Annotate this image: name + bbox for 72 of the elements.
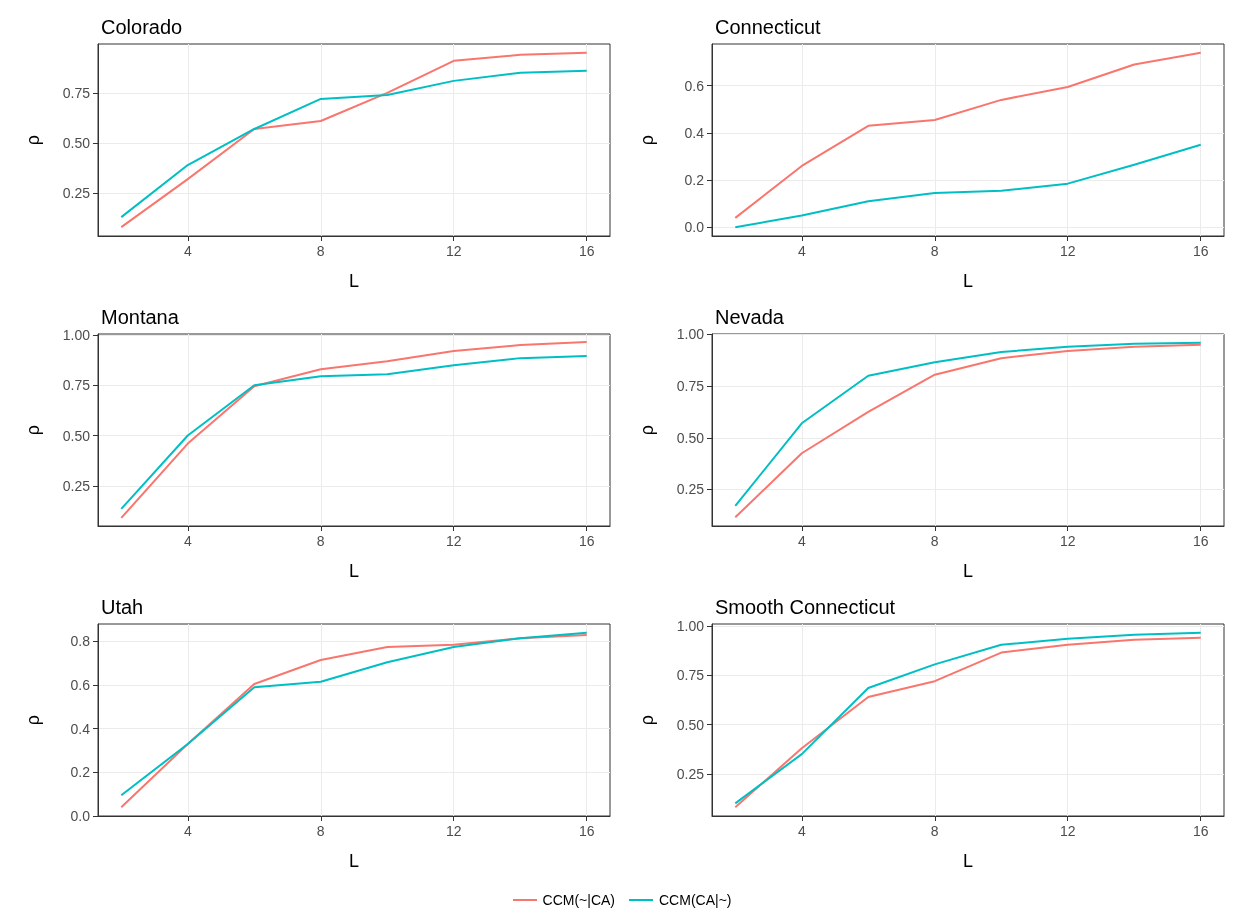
y-tick-label: 0.4: [684, 124, 705, 141]
y-tick-label: 0.75: [676, 667, 705, 684]
y-tick-label: 0.50: [676, 716, 705, 733]
x-axis-title: L: [962, 851, 974, 871]
y-tick-label: 0.25: [676, 765, 705, 782]
x-axis-title: L: [962, 271, 974, 291]
x-tick-label: 4: [183, 823, 192, 839]
y-tick-label: 0.0: [70, 808, 91, 824]
line-series: [734, 51, 1202, 219]
legend-label: CCM(CA|~): [659, 892, 732, 908]
x-tick-label: 12: [1059, 823, 1076, 839]
chart-title: Montana: [101, 306, 180, 328]
chart-title: Smooth Connecticut: [715, 596, 896, 618]
y-axis-title: ρ: [637, 424, 657, 436]
x-tick-label: 4: [797, 823, 806, 839]
x-tick-label: 8: [930, 243, 939, 259]
x-tick-label: 4: [183, 243, 192, 259]
legend-label: CCM(~|CA): [542, 892, 615, 908]
x-tick-label: 12: [1059, 243, 1076, 259]
x-axis-title: L: [348, 851, 360, 871]
y-tick-label: 0.75: [62, 377, 91, 394]
y-tick-label: 0.50: [676, 429, 705, 446]
y-axis-title: ρ: [23, 424, 43, 436]
y-tick-label: 1.00: [62, 327, 91, 344]
y-tick-label: 0.4: [70, 720, 91, 737]
x-tick-label: 8: [930, 533, 939, 549]
x-tick-label: 16: [1192, 823, 1209, 839]
y-tick-label: 0.0: [684, 219, 705, 236]
x-tick-label: 8: [316, 243, 325, 259]
y-tick-label: 0.6: [70, 677, 91, 694]
y-axis-title: ρ: [23, 714, 43, 726]
y-tick-label: 0.75: [676, 378, 705, 395]
chart-title: Utah: [101, 596, 144, 618]
y-tick-label: 0.50: [62, 135, 91, 152]
y-tick-label: 0.6: [684, 77, 705, 94]
x-tick-label: 12: [1059, 533, 1076, 549]
x-tick-label: 16: [1192, 243, 1209, 259]
x-tick-label: 12: [445, 533, 462, 549]
x-tick-label: 16: [578, 243, 595, 259]
x-axis-title: L: [348, 561, 360, 581]
x-tick-label: 16: [1192, 533, 1209, 549]
y-tick-label: 0.2: [684, 172, 705, 189]
line-series: [120, 69, 588, 219]
x-axis-title: L: [348, 271, 360, 291]
y-tick-label: 0.75: [62, 84, 91, 101]
line-series: [734, 143, 1202, 229]
x-tick-label: 4: [797, 533, 806, 549]
x-tick-label: 12: [445, 243, 462, 259]
x-tick-label: 8: [316, 823, 325, 839]
y-tick-label: 1.00: [676, 617, 705, 634]
x-tick-label: 8: [316, 533, 325, 549]
chart-title: Colorado: [101, 16, 183, 38]
y-tick-label: 0.25: [62, 477, 91, 494]
y-axis-title: ρ: [637, 714, 657, 726]
y-tick-label: 0.25: [676, 481, 705, 498]
x-tick-label: 8: [930, 823, 939, 839]
y-tick-label: 0.50: [62, 427, 91, 444]
x-axis-title: L: [962, 561, 974, 581]
x-tick-label: 12: [445, 823, 462, 839]
y-tick-label: 1.00: [676, 326, 705, 343]
x-tick-label: 16: [578, 823, 595, 839]
y-tick-label: 0.25: [62, 185, 91, 202]
y-tick-label: 0.2: [70, 764, 91, 781]
line-series: [120, 51, 588, 229]
chart-title: Nevada: [715, 306, 785, 328]
chart-title: Connecticut: [715, 16, 822, 38]
y-axis-title: ρ: [23, 134, 43, 146]
x-tick-label: 4: [183, 533, 192, 549]
x-tick-label: 16: [578, 533, 595, 549]
y-axis-title: ρ: [637, 134, 657, 146]
y-tick-label: 0.8: [70, 633, 91, 650]
x-tick-label: 4: [797, 243, 806, 259]
